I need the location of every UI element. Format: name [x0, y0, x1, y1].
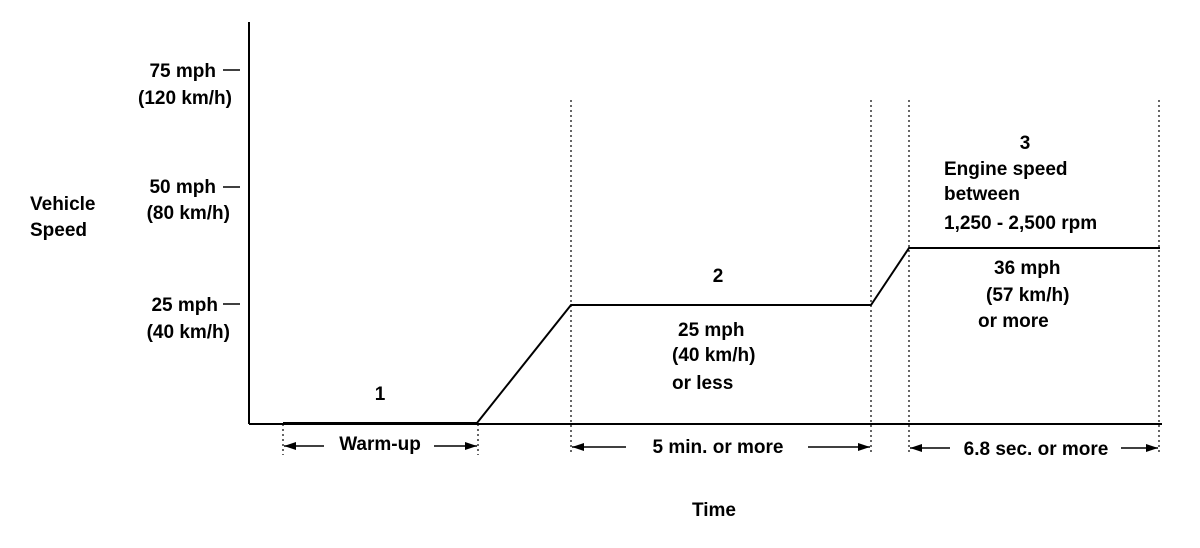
phase-3-duration: 6.8 sec. or more: [964, 439, 1109, 460]
phase-2-condition-line3: or less: [672, 373, 733, 394]
phase-3-description-line3: 1,250 - 2,500 rpm: [944, 213, 1097, 234]
phase-3-description-line2: between: [944, 184, 1020, 205]
phase-3-condition-line2: (57 km/h): [986, 285, 1069, 306]
speed-profile-line: [283, 247, 1160, 424]
phase-2-condition-line1: 25 mph: [678, 320, 745, 341]
phase-2-condition-line2: (40 km/h): [672, 345, 755, 366]
phase-3-condition-line3: or more: [978, 311, 1049, 332]
y-tick-75-kmh: (120 km/h): [138, 88, 232, 109]
phase-2-number: 2: [713, 266, 724, 287]
phase-1-duration: Warm-up: [339, 434, 421, 455]
phase-3-description-line1: Engine speed: [944, 159, 1068, 180]
y-tick-25-kmh: (40 km/h): [147, 322, 230, 343]
phase-2-duration: 5 min. or more: [653, 437, 784, 458]
y-axis-label-line1: Vehicle: [30, 194, 96, 215]
x-axis-label: Time: [692, 500, 736, 521]
y-tick-25-mph: 25 mph: [151, 295, 218, 316]
y-tick-75-mph: 75 mph: [149, 61, 216, 82]
phase-1-number: 1: [375, 384, 386, 405]
phase-3-number: 3: [1020, 133, 1031, 154]
y-tick-50-mph: 50 mph: [149, 177, 216, 198]
y-tick-50-kmh: (80 km/h): [147, 203, 230, 224]
phase-3-condition-line1: 36 mph: [994, 258, 1061, 279]
y-axis-label-line2: Speed: [30, 220, 87, 241]
